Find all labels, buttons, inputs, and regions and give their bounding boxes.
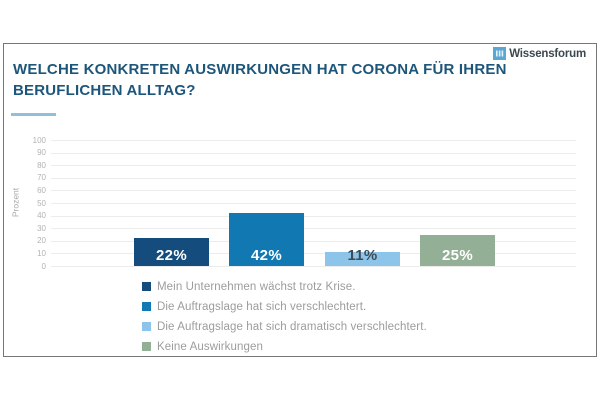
bar-value-label: 25% (442, 247, 473, 264)
legend-label: Die Auftragslage hat sich verschlechtert… (157, 300, 367, 313)
y-tick-label: 20 (37, 236, 46, 246)
legend-swatch-icon (142, 322, 151, 331)
wissensforum-logo-icon (493, 47, 507, 60)
legend-item: Keine Auswirkungen (142, 340, 427, 353)
gridline (51, 152, 576, 154)
gridline (51, 215, 576, 217)
legend-swatch-icon (142, 282, 151, 291)
wissensforum-logo: Wissensforum (493, 47, 586, 60)
legend-item: Mein Unternehmen wächst trotz Krise. (142, 280, 427, 293)
bar (134, 238, 209, 266)
gridline (51, 228, 576, 230)
title-accent-line (11, 113, 56, 116)
y-tick-label: 0 (41, 261, 46, 271)
legend-label: Keine Auswirkungen (157, 340, 264, 353)
legend-label: Die Auftragslage hat sich dramatisch ver… (157, 320, 427, 333)
y-tick-label: 100 (32, 135, 46, 145)
plot-area: 22% 42% 11% 25% (51, 140, 576, 267)
legend-swatch-icon (142, 302, 151, 311)
gridline (51, 253, 576, 255)
y-tick-label: 80 (37, 160, 46, 170)
chart-card: Wissensforum WELCHE KONKRETEN AUSWIRKUNG… (3, 43, 597, 357)
gridline (51, 203, 576, 204)
y-tick-label: 50 (37, 198, 46, 208)
y-tick-label: 40 (37, 211, 46, 221)
bar-value-label: 11% (347, 247, 378, 264)
chart-question-title: WELCHE KONKRETEN AUSWIRKUNGEN HAT CORONA… (13, 61, 507, 99)
bar (420, 234, 495, 266)
legend-label: Mein Unternehmen wächst trotz Krise. (157, 280, 356, 293)
gridline (51, 140, 576, 141)
bar-value-label: 22% (156, 247, 187, 264)
y-tick-label: 90 (37, 148, 46, 158)
legend-item: Die Auftragslage hat sich dramatisch ver… (142, 320, 427, 333)
bar (325, 252, 400, 266)
gridline (51, 177, 576, 179)
y-tick-label: 30 (37, 223, 46, 233)
gridline (51, 240, 576, 242)
y-axis-ticks: 0 10 20 30 40 50 60 70 80 90 100 (16, 136, 46, 271)
bar-value-label: 42% (251, 247, 282, 264)
y-tick-label: 70 (37, 173, 46, 183)
legend-item: Die Auftragslage hat sich verschlechtert… (142, 300, 427, 313)
y-tick-label: 60 (37, 185, 46, 195)
legend-swatch-icon (142, 342, 151, 351)
wissensforum-logo-text: Wissensforum (509, 47, 586, 60)
bar (229, 213, 304, 266)
y-tick-label: 10 (37, 248, 46, 258)
gridline (51, 165, 576, 167)
gridline (51, 266, 576, 267)
chart-legend: Mein Unternehmen wächst trotz Krise. Die … (142, 280, 427, 353)
gridline (51, 190, 576, 192)
